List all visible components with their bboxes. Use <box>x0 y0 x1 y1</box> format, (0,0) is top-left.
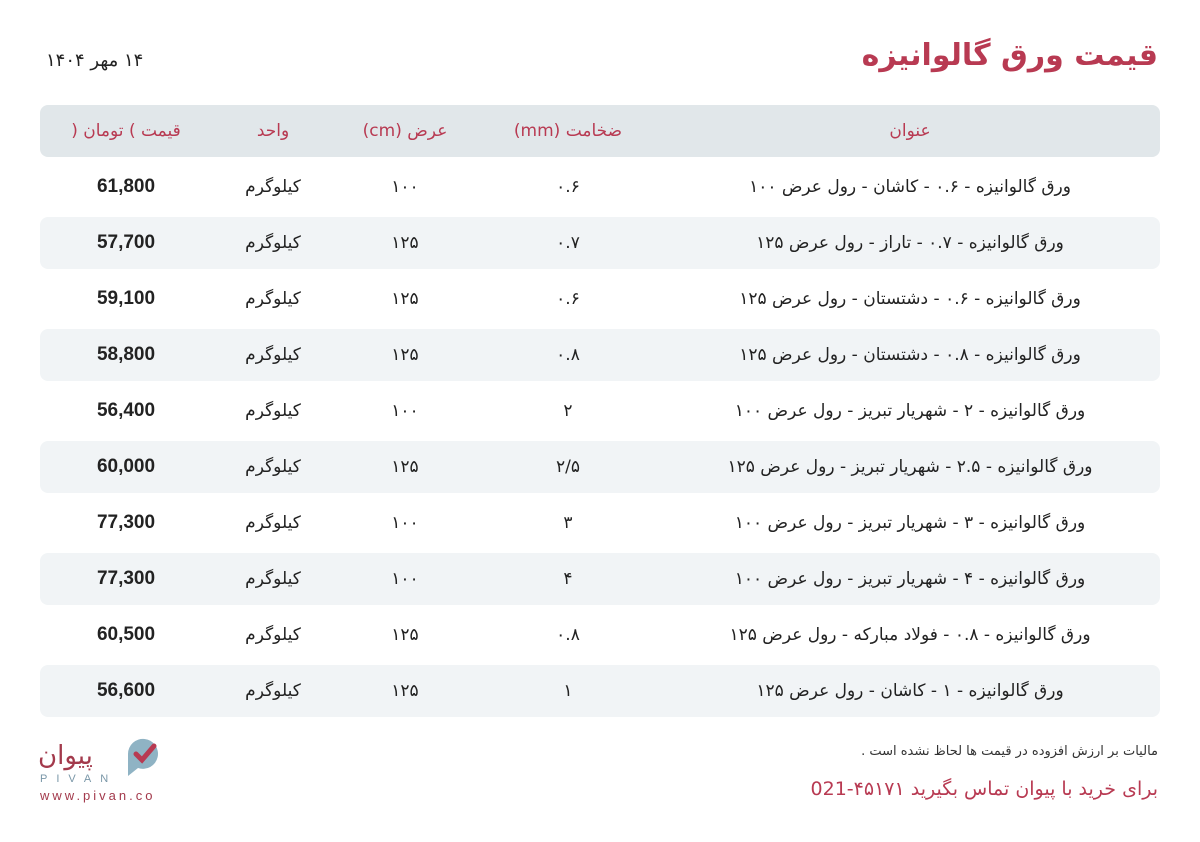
table-row: ورق گالوانیزه - ۳ - شهریار تبریز - رول ع… <box>40 497 1160 549</box>
tax-note: مالیات بر ارزش افزوده در قیمت ها لحاظ نش… <box>861 744 1158 759</box>
contact-text: برای خرید با پیوان تماس بگیرید ۴۵۱۷۱-021 <box>810 778 1158 800</box>
column-header-title: عنوان <box>889 121 931 141</box>
row-title: ورق گالوانیزه - ۰.۶ - دشتستان - رول عرض … <box>739 289 1081 309</box>
row-thickness: ۰.۷ <box>556 233 580 253</box>
table-row: ورق گالوانیزه - ۲.۵ - شهریار تبریز - رول… <box>40 441 1160 493</box>
row-unit: کیلوگرم <box>245 569 301 589</box>
row-unit: کیلوگرم <box>245 513 301 533</box>
row-unit: کیلوگرم <box>245 457 301 477</box>
column-header-width: عرض (cm) <box>362 121 448 141</box>
row-title: ورق گالوانیزه - ۲ - شهریار تبریز - رول ع… <box>734 401 1086 421</box>
row-title: ورق گالوانیزه - ۰.۷ - تاراز - رول عرض ۱۲… <box>756 233 1064 253</box>
row-price: 56,400 <box>96 400 156 421</box>
row-title: ورق گالوانیزه - ۴ - شهریار تبریز - رول ع… <box>734 569 1086 589</box>
row-width: ۱۲۵ <box>391 289 419 309</box>
table-row: ورق گالوانیزه - ۱ - کاشان - رول عرض ۱۲۵ ۱… <box>40 665 1160 717</box>
table-row: ورق گالوانیزه - ۰.۶ - کاشان - رول عرض ۱۰… <box>40 161 1160 213</box>
table-row: ورق گالوانیزه - ۲ - شهریار تبریز - رول ع… <box>40 385 1160 437</box>
table-row: ورق گالوانیزه - ۴ - شهریار تبریز - رول ع… <box>40 553 1160 605</box>
page-title: قیمت ورق گالوانیزه <box>861 38 1158 73</box>
row-price: 60,500 <box>96 624 156 645</box>
row-price: 61,800 <box>96 176 156 197</box>
table-row: ورق گالوانیزه - ۰.۶ - دشتستان - رول عرض … <box>40 273 1160 325</box>
date-label: ۱۴ مهر ۱۴۰۴ <box>46 50 144 71</box>
logo-check-icon <box>133 743 157 764</box>
column-header-unit: واحد <box>256 121 290 141</box>
row-title: ورق گالوانیزه - ۰.۸ - دشتستان - رول عرض … <box>739 345 1081 365</box>
row-width: ۱۰۰ <box>391 177 419 197</box>
row-unit: کیلوگرم <box>245 289 301 309</box>
row-unit: کیلوگرم <box>245 625 301 645</box>
row-title: ورق گالوانیزه - ۰.۸ - فولاد مبارکه - رول… <box>729 625 1091 645</box>
row-unit: کیلوگرم <box>245 233 301 253</box>
row-thickness: ۰.۸ <box>556 345 580 365</box>
row-unit: کیلوگرم <box>245 177 301 197</box>
column-header-price: قیمت ) تومان ( <box>71 121 181 141</box>
row-thickness: ۴ <box>563 569 573 589</box>
row-title: ورق گالوانیزه - ۳ - شهریار تبریز - رول ع… <box>734 513 1086 533</box>
row-price: 56,600 <box>96 680 156 701</box>
row-price: 77,300 <box>96 512 156 533</box>
row-thickness: ۰.۶ <box>556 289 580 309</box>
row-width: ۱۲۵ <box>391 681 419 701</box>
row-price: 58,800 <box>96 344 156 365</box>
row-thickness: ۲ <box>563 401 573 421</box>
row-width: ۱۲۵ <box>391 345 419 365</box>
row-thickness: ۲/۵ <box>556 457 580 477</box>
price-table: عنوان ضخامت (mm) عرض (cm) واحد قیمت ) تو… <box>40 105 1160 721</box>
column-header-thickness: ضخامت (mm) <box>513 121 623 141</box>
logo-text-fa: پیوان <box>38 741 93 771</box>
logo-text-en: PIVAN <box>40 773 117 785</box>
table-header: عنوان ضخامت (mm) عرض (cm) واحد قیمت ) تو… <box>40 105 1160 157</box>
row-width: ۱۰۰ <box>391 401 419 421</box>
pivan-logo: پیوان PIVAN <box>38 736 173 806</box>
row-price: 77,300 <box>96 568 156 589</box>
row-unit: کیلوگرم <box>245 401 301 421</box>
row-thickness: ۰.۸ <box>556 625 580 645</box>
row-width: ۱۲۵ <box>391 457 419 477</box>
row-price: 59,100 <box>96 288 156 309</box>
table-row: ورق گالوانیزه - ۰.۸ - دشتستان - رول عرض … <box>40 329 1160 381</box>
table-row: ورق گالوانیزه - ۰.۸ - فولاد مبارکه - رول… <box>40 609 1160 661</box>
row-width: ۱۲۵ <box>391 233 419 253</box>
row-title: ورق گالوانیزه - ۰.۶ - کاشان - رول عرض ۱۰… <box>749 177 1071 197</box>
row-title: ورق گالوانیزه - ۲.۵ - شهریار تبریز - رول… <box>727 457 1093 477</box>
row-unit: کیلوگرم <box>245 345 301 365</box>
row-thickness: ۰.۶ <box>556 177 580 197</box>
row-title: ورق گالوانیزه - ۱ - کاشان - رول عرض ۱۲۵ <box>756 681 1064 701</box>
table-row: ورق گالوانیزه - ۰.۷ - تاراز - رول عرض ۱۲… <box>40 217 1160 269</box>
website-url[interactable]: www.pivan.co <box>40 788 156 803</box>
row-price: 60,000 <box>96 456 156 477</box>
row-width: ۱۲۵ <box>391 625 419 645</box>
row-thickness: ۱ <box>563 681 573 701</box>
row-price: 57,700 <box>96 232 156 253</box>
row-width: ۱۰۰ <box>391 569 419 589</box>
row-width: ۱۰۰ <box>391 513 419 533</box>
row-unit: کیلوگرم <box>245 681 301 701</box>
row-thickness: ۳ <box>563 513 573 533</box>
